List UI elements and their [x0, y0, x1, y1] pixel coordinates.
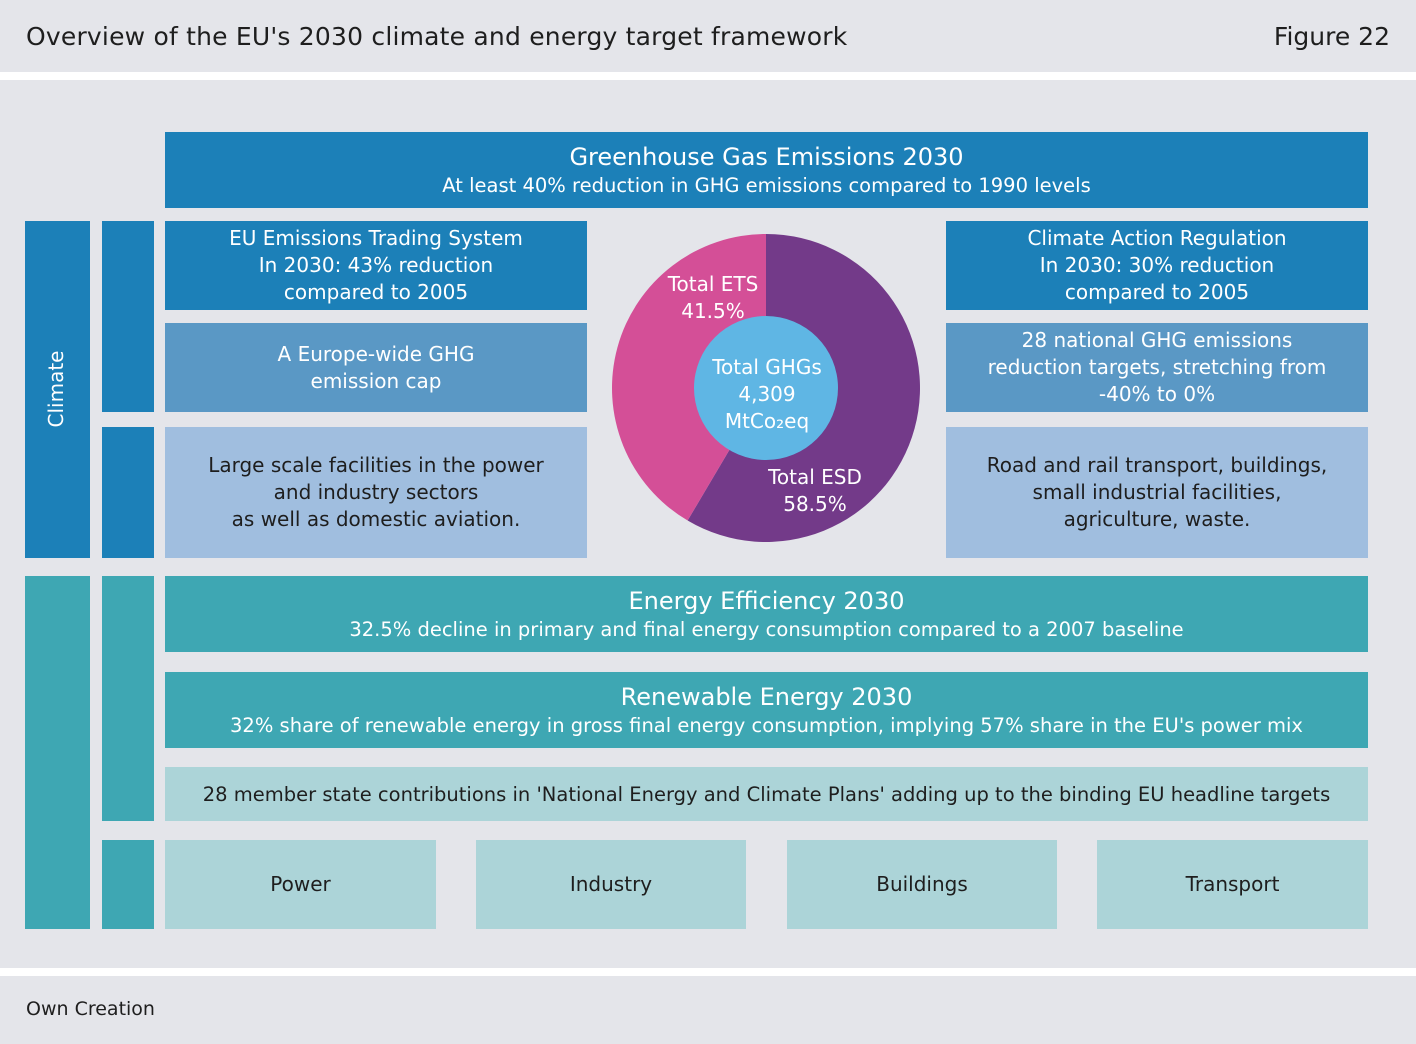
ets-title-box: EU Emissions Trading System In 2030: 43%…	[165, 221, 587, 310]
car-title-line-2: In 2030: 30% reduction	[1039, 253, 1275, 277]
ets-cap-line-2: emission cap	[310, 368, 442, 393]
ets-cap-line-1: A Europe-wide GHG	[277, 341, 475, 366]
renewable-energy-subtitle: 32% share of renewable energy in gross f…	[230, 713, 1303, 737]
climate-side-label: Climate	[44, 350, 68, 428]
car-scope-line-3: agriculture, waste.	[1063, 507, 1251, 531]
figure-number: Figure 22	[1273, 22, 1390, 51]
sector-buildings: Buildings	[787, 840, 1057, 929]
ets-slice-label: Total ETS	[667, 272, 759, 296]
esd-slice-label: Total ESD	[767, 465, 862, 489]
car-targets-line-1: 28 national GHG emissions	[1021, 328, 1293, 352]
ets-scope-line-3: as well as domestic aviation.	[231, 507, 521, 531]
energy-level-bar-2	[102, 840, 154, 929]
climate-side-bar	[25, 221, 90, 558]
ghg-title: Greenhouse Gas Emissions 2030	[569, 142, 964, 171]
footer-bar: Own Creation	[0, 976, 1416, 1044]
renewable-energy-title: Renewable Energy 2030	[620, 682, 913, 711]
ets-slice-value: 41.5%	[681, 299, 745, 323]
sector-buildings-label: Buildings	[876, 872, 968, 896]
header-bar: Overview of the EU's 2030 climate and en…	[0, 0, 1416, 72]
center-label-line-3: MtCo₂eq	[725, 409, 809, 433]
necp-box: 28 member state contributions in 'Nation…	[165, 767, 1368, 821]
energy-efficiency-subtitle: 32.5% decline in primary and final energ…	[349, 617, 1184, 641]
energy-level-bar-1	[102, 576, 154, 821]
sector-transport: Transport	[1097, 840, 1368, 929]
car-title-line-3: compared to 2005	[1064, 280, 1250, 304]
necp-text: 28 member state contributions in 'Nation…	[202, 782, 1331, 806]
ets-title-line-1: EU Emissions Trading System	[229, 226, 523, 250]
source-note: Own Creation	[26, 998, 155, 1020]
sector-power-label: Power	[270, 872, 331, 896]
climate-level-bar-2	[102, 427, 154, 558]
center-label-line-1: Total GHGs	[711, 355, 822, 379]
sector-transport-label: Transport	[1185, 872, 1280, 896]
car-targets-box: 28 national GHG emissions reduction targ…	[946, 323, 1368, 412]
renewable-energy-box: Renewable Energy 2030 32% share of renew…	[165, 672, 1368, 748]
energy-efficiency-title: Energy Efficiency 2030	[628, 586, 905, 615]
ghg-subtitle: At least 40% reduction in GHG emissions …	[442, 173, 1091, 197]
ghg-target-box: Greenhouse Gas Emissions 2030 At least 4…	[165, 132, 1368, 208]
car-targets-line-3: -40% to 0%	[1098, 382, 1216, 406]
ghg-donut-chart: Total ETS 41.5% Total ESD 58.5% Total GH…	[612, 234, 920, 542]
climate-level-bar-1	[102, 221, 154, 412]
ets-title-line-3: compared to 2005	[283, 280, 469, 304]
ets-scope-box: Large scale facilities in the power and …	[165, 427, 587, 558]
car-scope-line-2: small industrial facilities,	[1032, 480, 1282, 504]
figure-title: Overview of the EU's 2030 climate and en…	[26, 22, 848, 51]
ets-scope-line-2: and industry sectors	[273, 480, 479, 504]
sector-industry: Industry	[476, 840, 746, 929]
car-scope-box: Road and rail transport, buildings, smal…	[946, 427, 1368, 558]
energy-efficiency-box: Energy Efficiency 2030 32.5% decline in …	[165, 576, 1368, 652]
donut-center	[694, 316, 838, 460]
donut-slice-total-ets	[612, 234, 766, 521]
sector-power: Power	[165, 840, 436, 929]
car-targets-line-2: reduction targets, stretching from	[987, 355, 1327, 379]
center-label-line-2: 4,309	[738, 382, 795, 406]
sector-industry-label: Industry	[569, 872, 653, 896]
ets-cap-box: A Europe-wide GHG emission cap	[165, 323, 587, 412]
car-scope-line-1: Road and rail transport, buildings,	[986, 453, 1328, 477]
ets-title-line-2: In 2030: 43% reduction	[258, 253, 494, 277]
car-title-box: Climate Action Regulation In 2030: 30% r…	[946, 221, 1368, 310]
esd-slice-value: 58.5%	[783, 492, 847, 516]
car-title-line-1: Climate Action Regulation	[1027, 226, 1287, 250]
ets-scope-line-1: Large scale facilities in the power	[208, 453, 544, 477]
energy-side-bar	[25, 576, 90, 929]
